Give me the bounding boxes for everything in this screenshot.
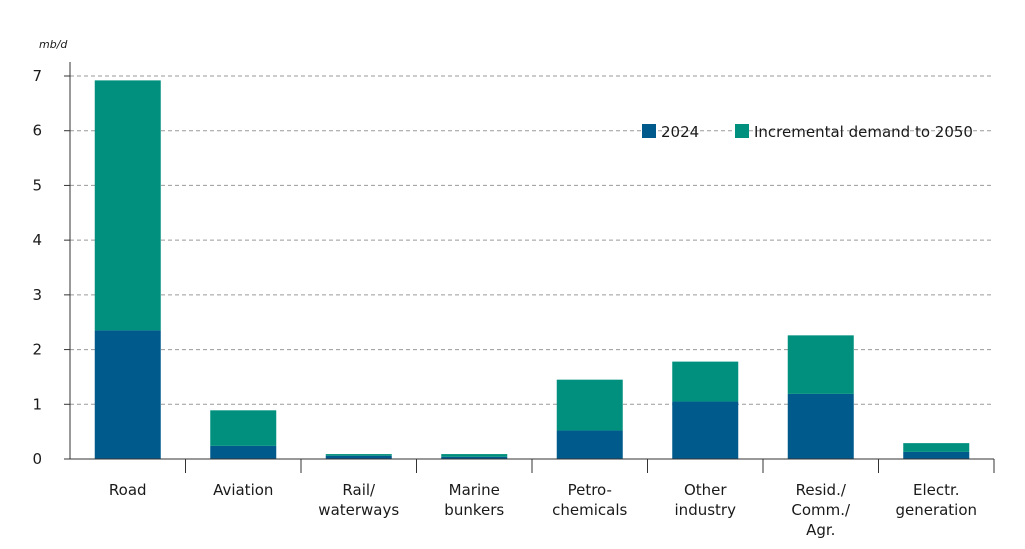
- y-tick-label: 3: [32, 286, 42, 304]
- y-tick-label: 5: [32, 176, 42, 194]
- x-category-label: Marine: [449, 481, 500, 499]
- x-category-label: Aviation: [213, 481, 273, 499]
- bar-segment-incremental: [94, 80, 161, 331]
- y-tick-label: 0: [32, 450, 42, 468]
- x-category-label: Resid./: [796, 481, 847, 499]
- axes: 0 1 2 3 4 5 6 7 Road Aviation Rail/waterways Marine…: [32, 62, 995, 539]
- x-category-label: bunkers: [444, 501, 504, 519]
- gridlines: [70, 75, 994, 405]
- bar-segment-2024: [94, 330, 161, 459]
- x-category-label: Petro-: [568, 481, 612, 499]
- y-tick-label: 6: [32, 122, 42, 140]
- bar-segment-2024: [210, 445, 277, 459]
- legend-label-incremental: Incremental demand to 2050: [754, 123, 973, 141]
- x-category-label: Agr.: [806, 521, 835, 539]
- x-category-label: industry: [675, 501, 737, 519]
- bar-segment-incremental: [556, 379, 623, 431]
- y-tick-label: 2: [32, 341, 42, 359]
- y-tick-label: 1: [32, 395, 42, 413]
- bars: [94, 80, 970, 459]
- x-category-label: Other: [684, 481, 727, 499]
- y-tick-label: 4: [32, 231, 42, 249]
- x-category-label: Road: [109, 481, 147, 499]
- bar-segment-incremental: [325, 454, 392, 456]
- legend-swatch-incremental: [735, 124, 749, 138]
- bar-segment-2024: [441, 456, 508, 459]
- x-category-label: Electr.: [913, 481, 960, 499]
- bar-segment-2024: [787, 393, 854, 459]
- bar-segment-2024: [325, 455, 392, 459]
- bar-segment-2024: [556, 430, 623, 459]
- x-category-label: chemicals: [552, 501, 627, 519]
- bar-segment-incremental: [210, 410, 277, 446]
- y-axis-unit-label: mb/d: [39, 38, 68, 51]
- x-category-label: Comm./: [791, 501, 851, 519]
- bar-segment-incremental: [672, 361, 739, 402]
- legend: 2024 Incremental demand to 2050: [642, 123, 973, 141]
- bar-segment-incremental: [441, 454, 508, 457]
- bar-segment-2024: [903, 451, 970, 459]
- bar-segment-incremental: [787, 335, 854, 394]
- y-tick-label: 7: [32, 67, 42, 85]
- legend-swatch-2024: [642, 124, 656, 138]
- bar-segment-2024: [672, 401, 739, 459]
- x-category-label: waterways: [318, 501, 399, 519]
- legend-label-2024: 2024: [661, 123, 699, 141]
- x-category-label: generation: [895, 501, 977, 519]
- x-category-label: Rail/: [342, 481, 376, 499]
- bar-segment-incremental: [903, 443, 970, 452]
